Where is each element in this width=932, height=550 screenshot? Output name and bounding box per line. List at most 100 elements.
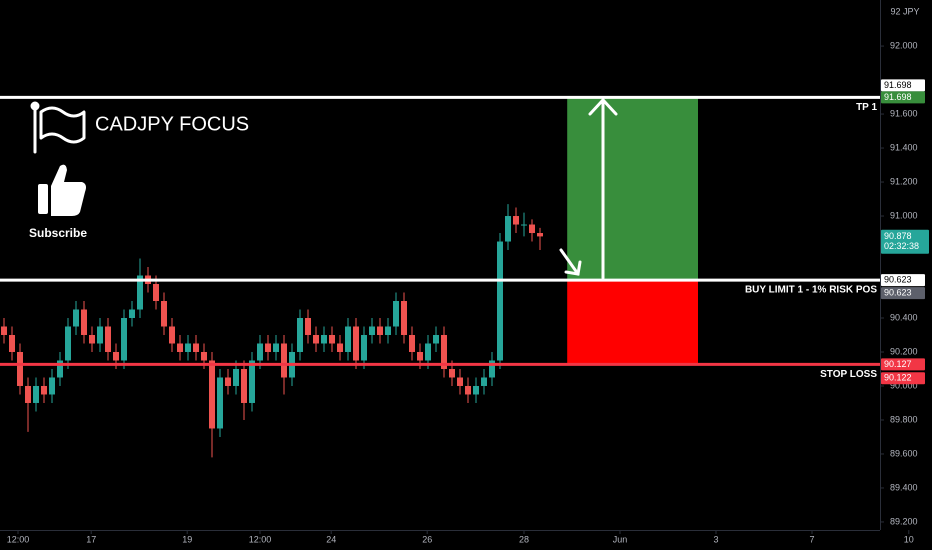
candle-body — [385, 326, 391, 335]
x-tick-label: 12:00 — [7, 534, 30, 544]
x-tick-label: 24 — [326, 534, 336, 544]
loss-zone — [567, 280, 698, 365]
x-tick-label: 3 — [713, 534, 718, 544]
price-label: 91.698 — [884, 80, 912, 90]
candle-body — [297, 318, 303, 352]
candle-body — [521, 224, 527, 226]
y-tick-label: 90.000 — [890, 380, 918, 390]
candle-body — [177, 343, 183, 352]
candle-body — [273, 343, 279, 352]
y-tick-label: 89.400 — [890, 482, 918, 492]
y-tick-label: 89.200 — [890, 516, 918, 526]
subscribe-label[interactable]: Subscribe — [29, 226, 87, 240]
y-tick-label: 91.400 — [890, 142, 918, 152]
y-tick-label: 89.600 — [890, 448, 918, 458]
flag-icon — [30, 101, 86, 154]
candle-body — [393, 301, 399, 327]
candle-body — [113, 351, 119, 361]
candle-body — [153, 284, 159, 302]
candle-body — [41, 385, 47, 395]
candle-body — [169, 326, 175, 344]
price-label-box — [881, 287, 925, 300]
price-label: 90.623 — [884, 287, 912, 297]
y-tick-label: 90.200 — [890, 346, 918, 356]
price-label: 90.623 — [884, 274, 912, 284]
candle-body — [377, 326, 383, 335]
axes: 92 JPY 92.000 91.600 91.400 91.200 91.000 90.4… — [7, 6, 929, 544]
price-label: 90.127 — [884, 359, 912, 369]
candle-body — [97, 326, 103, 344]
last-price-label: 90.878 — [884, 231, 912, 241]
candle-body — [313, 334, 319, 344]
candle-body — [345, 326, 351, 352]
price-label-box — [881, 91, 925, 104]
profit-zone — [567, 97, 698, 281]
candle-body — [481, 377, 487, 386]
candle-body — [401, 301, 407, 335]
price-label-box — [881, 358, 925, 371]
candle-body — [225, 377, 231, 386]
candle-body — [73, 309, 79, 327]
candle-body — [129, 309, 135, 319]
candle-body — [329, 334, 335, 344]
candle-body — [433, 334, 439, 344]
x-tick-label: 12:00 — [249, 534, 272, 544]
currency-label: 92 JPY — [890, 6, 919, 16]
x-tick-label: 28 — [519, 534, 529, 544]
candle-body — [449, 368, 455, 378]
candle-body — [121, 318, 127, 361]
candle-body — [57, 360, 63, 378]
candle-body — [441, 334, 447, 369]
arrow-drawings — [559, 97, 618, 280]
candle-body — [361, 334, 367, 361]
candle-body — [257, 343, 263, 361]
candle-body — [89, 334, 95, 344]
y-tick-label: 91.600 — [890, 108, 918, 118]
candle-body — [265, 343, 271, 352]
candle-body — [1, 326, 7, 335]
y-tick-label: 89.800 — [890, 414, 918, 424]
level-label: STOP LOSS — [820, 369, 877, 380]
x-tick-label: 17 — [86, 534, 96, 544]
candle-body — [233, 368, 239, 386]
candle-body — [49, 377, 55, 395]
candle-body — [17, 351, 23, 386]
candle-body — [241, 368, 247, 403]
logo-title: CADJPY FOCUS — [95, 113, 249, 135]
candle-body — [457, 377, 463, 386]
y-tick-label: 92.000 — [890, 40, 918, 50]
candle-body — [321, 334, 327, 344]
candle-body — [465, 385, 471, 395]
candle-body — [305, 318, 311, 335]
y-tick-label: 91.200 — [890, 176, 918, 186]
x-tick-label: 10 — [904, 534, 914, 544]
candle-body — [353, 326, 359, 361]
countdown-label: 02:32:38 — [884, 241, 919, 251]
candle-body — [409, 334, 415, 352]
y-tick-label: 90.400 — [890, 312, 918, 322]
candle-body — [369, 326, 375, 335]
y-tick-label: 91.000 — [890, 210, 918, 220]
last-price-box — [881, 229, 929, 254]
candle-body — [201, 351, 207, 361]
candle-body — [497, 241, 503, 361]
candle-body — [33, 385, 39, 403]
price-label-box — [881, 372, 925, 385]
level-label: BUY LIMIT 1 - 1% RISK POS — [745, 285, 877, 296]
candle-body — [185, 343, 191, 352]
price-label-box — [881, 79, 925, 92]
candle-body — [217, 377, 223, 429]
price-label: 91.698 — [884, 92, 912, 102]
price-label-box — [881, 274, 925, 287]
candle-body — [161, 301, 167, 327]
x-tick-label: 26 — [422, 534, 432, 544]
candle-body — [9, 334, 15, 352]
candle-body — [489, 360, 495, 378]
candle-body — [473, 385, 479, 395]
candle-body — [425, 343, 431, 361]
price-label: 90.122 — [884, 373, 912, 383]
candle-body — [337, 343, 343, 352]
candle-body — [513, 216, 519, 225]
